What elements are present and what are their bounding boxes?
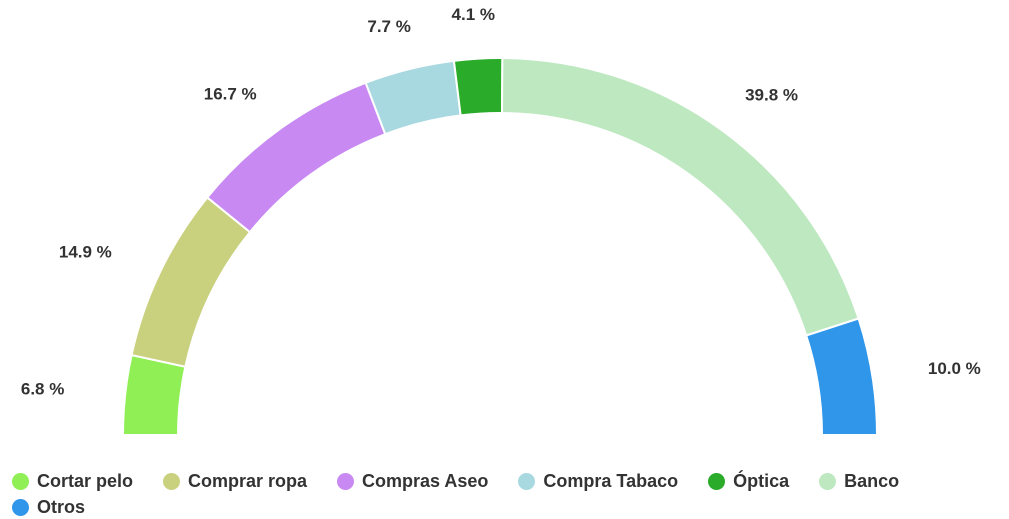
legend-item: Banco	[819, 470, 899, 492]
legend-swatch	[12, 472, 29, 490]
legend-label: Banco	[844, 470, 900, 491]
legend-swatch	[819, 472, 837, 490]
slice	[130, 196, 252, 368]
data-label: 16.7 %	[204, 84, 257, 103]
data-label: 6.8 %	[21, 380, 64, 399]
legend-item: Compras Aseo	[337, 470, 488, 492]
slice	[121, 353, 187, 436]
legend-label: Comprar ropa	[188, 470, 308, 491]
slice	[205, 81, 387, 234]
slice	[501, 57, 860, 337]
legend: Cortar pelo Comprar ropa Compras Aseo Compr…	[12, 470, 1002, 518]
data-label: 14.9 %	[59, 243, 112, 262]
slice	[804, 317, 879, 436]
data-label: 10.0 %	[928, 359, 981, 378]
data-label: 4.1 %	[452, 5, 495, 24]
legend-label: Compras Aseo	[362, 470, 489, 491]
legend-item: Comprar ropa	[163, 470, 307, 492]
legend-swatch	[337, 472, 355, 490]
legend-item: Cortar pelo	[12, 470, 133, 492]
legend-label: Compra Tabaco	[543, 470, 679, 491]
legend-swatch	[163, 472, 181, 490]
plot: 6.8 % 14.9 % 16.7 % 7.7 % 4.1 % 39.8 % 10.0 %	[21, 5, 981, 436]
legend-item: Compra Tabaco	[518, 470, 678, 492]
legend-item: Otros	[12, 496, 85, 518]
legend-label: Cortar pelo	[37, 470, 134, 491]
legend-item: Óptica	[708, 470, 789, 492]
data-label: 7.7 %	[367, 17, 410, 36]
data-label: 39.8 %	[745, 85, 798, 104]
legend-label: Otros	[37, 496, 86, 517]
legend-swatch	[12, 498, 29, 516]
legend-label: Óptica	[733, 470, 790, 491]
slice	[452, 57, 504, 117]
legend-swatch	[518, 472, 536, 490]
legend-swatch	[708, 472, 726, 490]
